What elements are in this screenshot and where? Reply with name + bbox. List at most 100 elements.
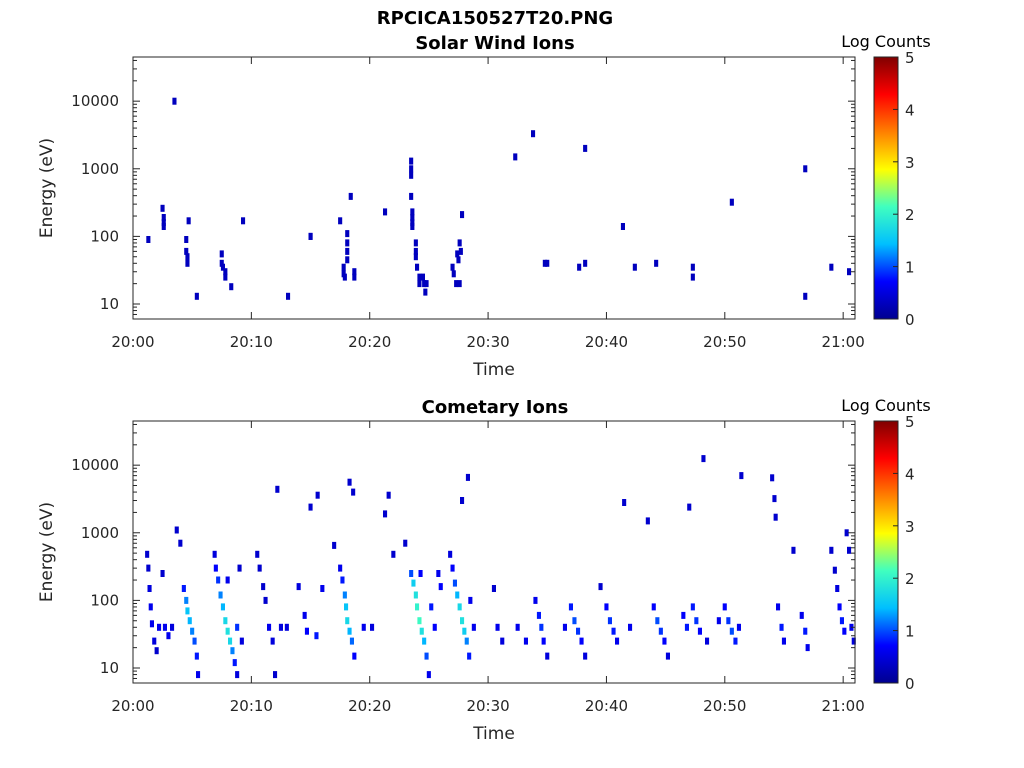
data-cell <box>345 256 350 264</box>
axes-box <box>132 420 856 684</box>
data-cell <box>345 617 350 625</box>
data-cell <box>185 253 190 261</box>
spectrogram-cells <box>145 455 856 679</box>
y-tick-label: 10 <box>100 659 119 677</box>
axes-box <box>132 56 856 320</box>
data-cell <box>604 603 609 611</box>
data-cell <box>345 247 350 255</box>
x-tick-label: 20:00 <box>111 697 154 715</box>
data-cell <box>583 144 588 152</box>
data-cell <box>632 263 637 271</box>
data-cell <box>383 510 388 518</box>
data-cell <box>837 603 842 611</box>
data-cell <box>225 627 230 635</box>
data-cell <box>455 591 460 599</box>
data-cell <box>344 603 349 611</box>
cometary-ions-panel: Cometary Ions 20:00 20:10 20:20 20:30 20:40 2… <box>37 396 931 744</box>
colorbar-tick-label: 5 <box>905 49 915 67</box>
data-cell <box>415 263 420 271</box>
data-cell <box>413 591 418 599</box>
figure-title: RPCICA150527T20.PNG <box>377 8 613 29</box>
data-cell <box>181 585 186 592</box>
data-cell <box>523 637 528 645</box>
data-cell <box>579 637 584 645</box>
x-axis-label: Time <box>472 724 515 744</box>
data-cell <box>146 564 151 572</box>
data-cell <box>157 623 162 631</box>
colorbar-tick-label: 2 <box>905 206 915 224</box>
data-cell <box>261 583 266 591</box>
data-cell <box>772 495 777 503</box>
data-cell <box>471 623 476 631</box>
data-cell <box>458 247 463 255</box>
data-cell <box>284 623 289 631</box>
y-tick-label: 10000 <box>71 92 119 110</box>
data-cell <box>161 223 166 230</box>
data-cell <box>495 623 500 631</box>
data-cell <box>684 623 689 631</box>
colorbar-gradient <box>873 56 899 320</box>
data-cell <box>729 198 734 206</box>
data-cell <box>422 280 427 288</box>
data-cell <box>457 239 462 247</box>
x-axis: 20:00 20:10 20:20 20:30 20:40 20:50 21:00 <box>111 421 865 715</box>
data-cell <box>620 223 625 230</box>
x-axis-label: Time <box>472 360 515 380</box>
data-cell <box>315 491 320 499</box>
x-tick-label: 20:50 <box>703 333 746 351</box>
data-cell <box>185 607 190 615</box>
data-cell <box>219 250 224 258</box>
data-cell <box>230 647 235 655</box>
data-cell <box>607 617 612 625</box>
data-cell <box>436 570 441 577</box>
x-tick-label: 20:30 <box>466 697 509 715</box>
data-cell <box>694 617 699 625</box>
data-cell <box>628 623 633 631</box>
colorbar-tick-label: 1 <box>905 259 915 277</box>
data-cell <box>296 583 301 591</box>
data-cell <box>467 652 472 660</box>
data-cell <box>166 632 171 640</box>
data-cell <box>174 526 179 534</box>
data-cell <box>654 259 659 267</box>
data-cell <box>429 603 434 611</box>
data-cell <box>172 97 177 105</box>
data-cell <box>781 637 786 645</box>
data-cell <box>562 623 567 631</box>
data-cell <box>542 259 547 267</box>
data-cell <box>147 585 152 592</box>
data-cell <box>223 617 228 625</box>
data-cell <box>348 192 353 200</box>
data-cell <box>500 637 505 645</box>
data-cell <box>662 637 667 645</box>
data-cell <box>701 455 706 463</box>
data-cell <box>829 546 834 554</box>
data-cell <box>722 603 727 611</box>
data-cell <box>733 637 738 645</box>
data-cell <box>417 617 422 625</box>
data-cell <box>622 499 627 506</box>
data-cell <box>225 576 230 584</box>
data-cell <box>413 239 418 247</box>
x-tick-label: 20:10 <box>230 333 273 351</box>
data-cell <box>178 539 183 547</box>
y-axis-label: Energy (eV) <box>37 502 57 602</box>
data-cell <box>410 214 415 221</box>
data-cell <box>149 620 154 628</box>
colorbar-tick-label: 5 <box>905 413 915 431</box>
data-cell <box>347 478 352 486</box>
data-cell <box>432 623 437 631</box>
data-cell <box>220 263 225 271</box>
data-cell <box>235 671 240 679</box>
data-cell <box>278 623 283 631</box>
data-cell <box>213 564 218 572</box>
data-cell <box>462 627 467 635</box>
data-cell <box>539 623 544 631</box>
data-cell <box>161 214 166 221</box>
colorbar-tick-label: 2 <box>905 570 915 588</box>
data-cell <box>705 637 710 645</box>
data-cell <box>192 637 197 645</box>
data-cell <box>342 591 347 599</box>
data-cell <box>424 652 429 660</box>
